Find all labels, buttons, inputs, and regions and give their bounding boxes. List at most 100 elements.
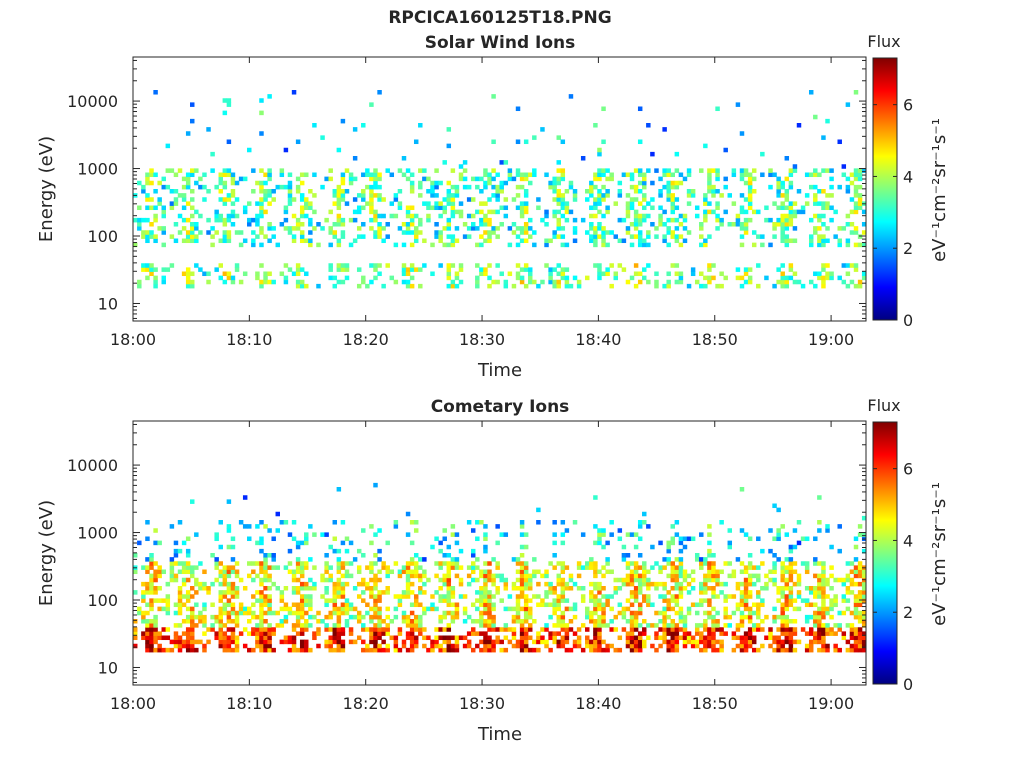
heatmap-cell	[857, 619, 863, 624]
heatmap-cell	[743, 180, 749, 186]
heatmap-cell	[263, 209, 268, 215]
heatmap-cell	[674, 279, 680, 285]
heatmap-cell	[145, 520, 150, 525]
heatmap-cell	[662, 283, 667, 289]
heatmap-cell	[214, 532, 219, 537]
heatmap-cell	[703, 590, 708, 595]
colorbar-tick-label: 2	[903, 603, 913, 622]
heatmap-cell	[271, 226, 276, 231]
heatmap-cell	[780, 524, 785, 529]
heatmap-cell	[365, 602, 370, 608]
heatmap-cell	[470, 619, 476, 624]
heatmap-cell	[377, 176, 382, 182]
heatmap-cell	[784, 581, 790, 587]
heatmap-cell	[670, 606, 675, 612]
heatmap-cell	[601, 242, 606, 248]
heatmap-cell	[654, 647, 659, 653]
heatmap-cell	[426, 176, 431, 182]
heatmap-cell	[413, 520, 419, 525]
heatmap-cell	[491, 602, 496, 608]
heatmap-cell	[853, 639, 859, 645]
heatmap-cell	[153, 540, 158, 546]
heatmap-cell	[552, 631, 557, 636]
heatmap-cell	[735, 557, 741, 562]
heatmap-cell	[259, 520, 264, 525]
heatmap-cell	[405, 594, 411, 599]
heatmap-cell	[564, 623, 570, 628]
heatmap-cell	[788, 577, 794, 583]
heatmap-cell	[593, 586, 598, 591]
heatmap-cell	[593, 647, 598, 653]
heatmap-cell	[316, 619, 321, 624]
heatmap-cell	[483, 643, 488, 649]
heatmap-cell	[609, 643, 614, 649]
heatmap-cell	[707, 540, 712, 546]
heatmap-cell	[544, 238, 549, 244]
heatmap-cell	[336, 217, 342, 223]
heatmap-cell	[352, 639, 358, 645]
heatmap-cell	[462, 168, 468, 173]
heatmap-cell	[401, 590, 407, 595]
heatmap-cell	[853, 184, 859, 190]
x-tick-label: 18:00	[110, 330, 156, 349]
heatmap-cell	[735, 581, 741, 587]
heatmap-cell	[707, 168, 712, 173]
heatmap-cell	[674, 520, 680, 525]
heatmap-cell	[190, 205, 195, 211]
heatmap-cell	[446, 544, 452, 550]
heatmap-cell	[409, 602, 415, 608]
heatmap-cell	[560, 614, 566, 620]
heatmap-cell	[564, 581, 570, 587]
heatmap-cell	[617, 528, 623, 533]
heatmap-cell	[605, 557, 610, 562]
heatmap-cell	[222, 279, 228, 285]
heatmap-cell	[344, 201, 350, 206]
heatmap-cell	[637, 238, 643, 244]
heatmap-cell	[149, 222, 154, 227]
heatmap-cell	[694, 610, 700, 616]
heatmap-cell	[707, 189, 712, 194]
heatmap-cell	[214, 614, 219, 620]
heatmap-cell	[218, 197, 223, 202]
heatmap-cell	[336, 594, 342, 599]
heatmap-cell	[369, 631, 374, 636]
heatmap-cell	[699, 647, 704, 653]
x-tick-label: 19:00	[808, 694, 854, 713]
heatmap-cell	[218, 275, 223, 281]
heatmap-cell	[466, 226, 472, 231]
heatmap-cell	[230, 606, 236, 612]
heatmap-cell	[340, 172, 346, 178]
heatmap-cell	[686, 201, 692, 206]
heatmap-cell	[861, 222, 867, 227]
heatmap-cell	[829, 602, 834, 608]
heatmap-cell	[446, 193, 452, 198]
heatmap-cell	[304, 594, 309, 599]
heatmap-cell	[849, 577, 855, 583]
heatmap-cell	[845, 590, 851, 595]
heatmap-cell	[642, 594, 647, 599]
heatmap-cell	[157, 606, 162, 612]
heatmap-cell	[373, 606, 378, 612]
heatmap-cell	[576, 573, 582, 579]
heatmap-cell	[633, 590, 639, 595]
heatmap-cell	[377, 594, 382, 599]
heatmap-cell	[743, 217, 749, 223]
heatmap-cell	[295, 610, 301, 616]
heatmap-cell	[336, 267, 342, 272]
heatmap-cell	[727, 222, 733, 227]
heatmap-cell	[153, 590, 158, 595]
heatmap-cell	[177, 606, 183, 612]
heatmap-cell	[637, 536, 643, 542]
heatmap-cell	[666, 180, 671, 186]
heatmap-cell	[149, 623, 154, 628]
heatmap-cell	[295, 176, 301, 182]
heatmap-cell	[255, 540, 260, 546]
heatmap-cell	[332, 631, 338, 636]
heatmap-cell	[711, 619, 716, 624]
heatmap-cell	[304, 238, 309, 244]
heatmap-cell	[185, 180, 191, 186]
heatmap-cell	[560, 561, 566, 566]
heatmap-cell	[617, 193, 623, 198]
heatmap-cell	[222, 230, 228, 235]
heatmap-cell	[845, 238, 851, 244]
